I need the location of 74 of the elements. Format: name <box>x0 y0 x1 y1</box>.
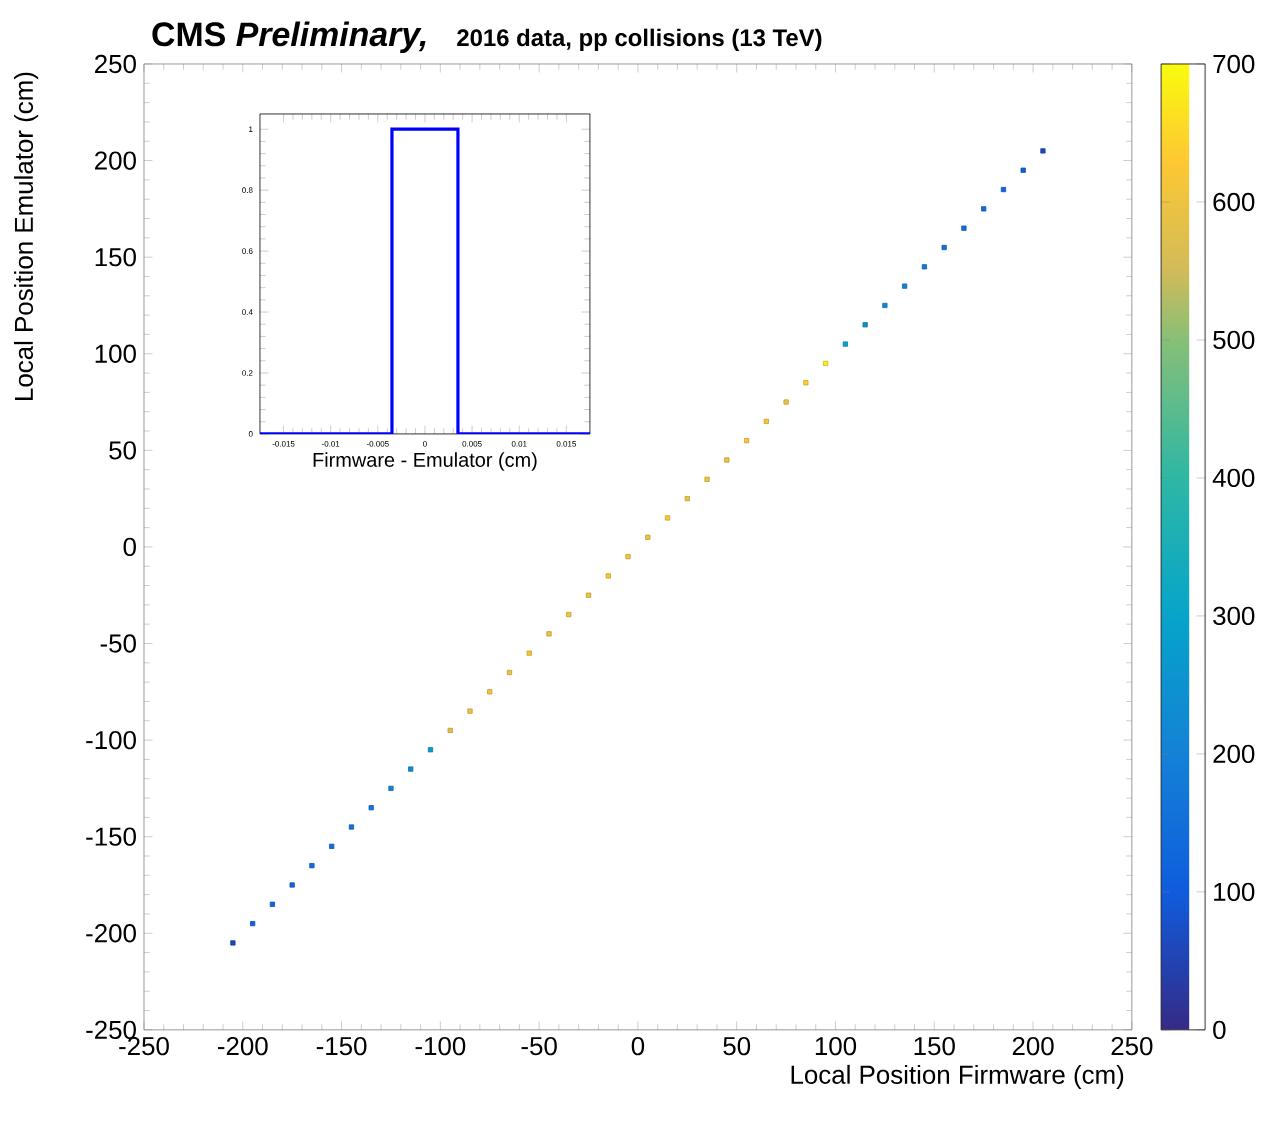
point <box>941 244 947 251</box>
chart-subtitle: 2016 data, pp collisions (13 TeV) <box>457 28 822 51</box>
x-tick-label: 250 <box>1111 1036 1153 1056</box>
chart-title: CMS Preliminary, <box>152 21 426 54</box>
point <box>289 882 295 888</box>
point <box>823 360 829 367</box>
point <box>684 496 690 502</box>
point <box>388 785 394 792</box>
color-bar-label: 500 <box>1213 330 1255 350</box>
y-tick-label: 150 <box>95 248 136 267</box>
point <box>605 573 611 579</box>
color-bar-label: 0 <box>1213 1020 1226 1040</box>
point <box>447 727 453 734</box>
y-tick-label: 100 <box>95 344 136 363</box>
point <box>526 650 532 656</box>
point <box>921 264 927 270</box>
point <box>704 476 710 482</box>
point <box>585 592 592 598</box>
point <box>329 843 335 849</box>
x-tick-label: 50 <box>723 1036 751 1056</box>
point <box>487 689 493 695</box>
point <box>961 225 967 231</box>
point <box>882 302 888 309</box>
point <box>1020 167 1026 173</box>
y-axis-title: Local Position Emulator (cm) <box>14 72 39 401</box>
point <box>862 322 868 328</box>
point <box>408 766 414 772</box>
point <box>309 863 315 869</box>
color-bar-label: 400 <box>1212 468 1255 488</box>
point <box>269 901 275 907</box>
point <box>902 283 908 289</box>
color-bar-label: 300 <box>1213 606 1255 626</box>
y-tick-label: 250 <box>95 54 136 74</box>
point <box>250 921 256 927</box>
point <box>348 824 355 830</box>
color-bar-label: 100 <box>1214 882 1255 902</box>
x-tick-label: -150 <box>316 1036 367 1056</box>
point <box>783 399 789 405</box>
point <box>625 554 631 560</box>
y-tick-label: -50 <box>100 634 136 653</box>
point <box>803 380 809 386</box>
color-bar-label: 200 <box>1213 744 1255 764</box>
point <box>368 805 374 811</box>
point <box>230 940 236 946</box>
point <box>763 418 769 425</box>
color-bar-label: 700 <box>1213 54 1255 74</box>
point <box>506 669 513 676</box>
x-tick-label: -100 <box>415 1036 466 1056</box>
point <box>427 747 434 753</box>
x-tick-label: 100 <box>815 1036 857 1056</box>
point <box>566 612 572 618</box>
x-tick-label: 0 <box>631 1036 645 1056</box>
y-tick-label: -250 <box>86 1020 136 1040</box>
point <box>842 341 848 347</box>
color-bar-label: 600 <box>1213 192 1255 212</box>
x-tick-label: 150 <box>914 1036 955 1056</box>
point <box>724 457 730 463</box>
point <box>467 708 473 714</box>
x-axis-title: Firmware - Emulator (cm) <box>313 452 537 471</box>
x-axis-title: Local Position Firmware (cm) <box>791 1064 1124 1090</box>
point <box>546 631 552 637</box>
point <box>1000 187 1007 193</box>
point <box>744 438 750 444</box>
x-tick-label: 200 <box>1012 1036 1054 1056</box>
y-tick-label: 200 <box>95 151 136 170</box>
point <box>645 534 651 540</box>
y-tick-label: -100 <box>86 730 136 750</box>
y-tick-label: 0 <box>123 537 136 557</box>
y-tick-label: -150 <box>86 827 136 846</box>
point <box>664 515 671 521</box>
x-tick-label: -50 <box>521 1036 557 1056</box>
point <box>1040 148 1046 154</box>
point <box>981 206 987 212</box>
y-tick-label: -200 <box>86 924 136 943</box>
